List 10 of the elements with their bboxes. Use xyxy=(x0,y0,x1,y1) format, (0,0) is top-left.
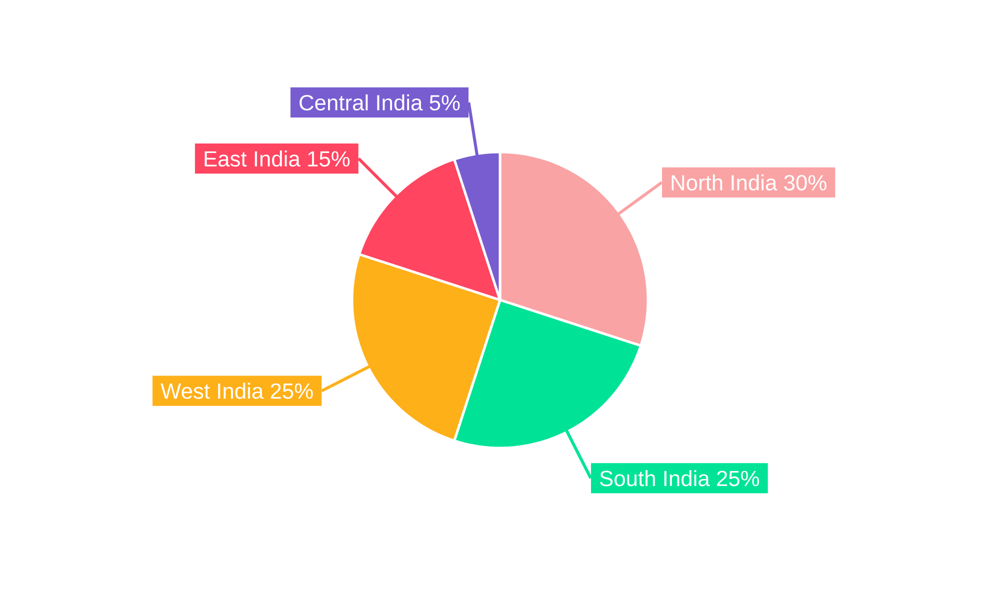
data-label: 15% xyxy=(308,151,350,167)
data-label: 30% xyxy=(784,174,826,190)
data-label: 5% xyxy=(430,95,460,111)
slice-label: West India xyxy=(160,382,264,399)
slice-label: North India xyxy=(672,174,778,190)
data-label: 25% xyxy=(717,470,760,486)
slice-label: South India xyxy=(600,470,710,486)
slice-label: East India xyxy=(204,150,300,167)
data-label: 25% xyxy=(270,383,313,399)
slice-label: Central India xyxy=(300,94,423,111)
